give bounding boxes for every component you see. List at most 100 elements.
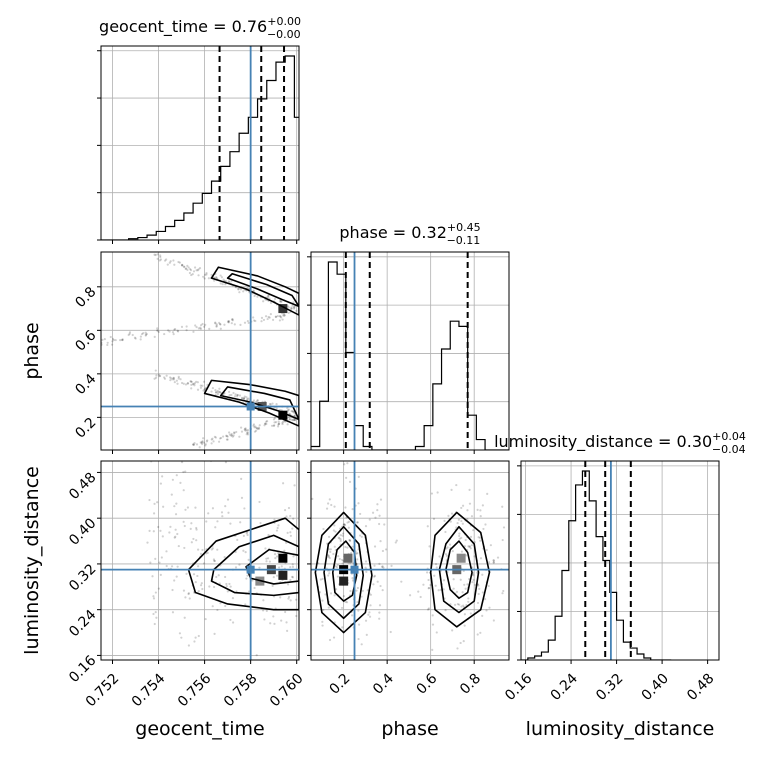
sample-point	[223, 323, 226, 326]
sample-point	[119, 339, 122, 342]
sample-point	[278, 315, 282, 318]
sample-point	[433, 574, 436, 577]
sample-point	[189, 269, 193, 272]
sample-point	[220, 436, 223, 440]
sample-point	[446, 546, 449, 549]
sample-point	[210, 273, 213, 277]
sample-point	[237, 287, 240, 290]
sample-point	[201, 587, 204, 591]
sample-point	[374, 516, 377, 519]
sample-point	[238, 435, 241, 438]
sample-point	[109, 335, 112, 339]
sample-point	[452, 587, 455, 590]
sample-point	[204, 323, 207, 327]
sample-point	[459, 641, 462, 645]
sample-point	[145, 332, 148, 336]
sample-point	[247, 429, 250, 432]
sample-point	[351, 614, 354, 617]
sample-point	[400, 580, 403, 583]
sample-point	[477, 536, 480, 539]
sample-point	[340, 558, 344, 561]
sample-point	[171, 331, 175, 334]
sample-point	[231, 319, 234, 322]
sample-point	[243, 321, 247, 324]
sample-point	[469, 535, 473, 538]
sample-point	[291, 576, 295, 579]
sample-point	[270, 424, 274, 427]
sample-point	[286, 406, 289, 410]
sample-point	[246, 533, 249, 537]
y-tick-label: 0.6	[72, 327, 99, 354]
sample-point	[445, 554, 449, 557]
sample-point	[187, 644, 190, 647]
sample-point	[154, 253, 157, 257]
sample-point	[161, 475, 164, 478]
title-minus: −0.00	[267, 28, 301, 41]
sample-point	[436, 491, 439, 494]
sample-point	[364, 619, 368, 622]
sample-point	[275, 555, 279, 558]
sample-point	[210, 390, 213, 393]
sample-point	[288, 412, 291, 415]
sample-point	[178, 632, 182, 635]
sample-point	[193, 382, 196, 385]
sample-point	[273, 518, 276, 521]
sample-point	[182, 589, 186, 592]
sample-point	[177, 375, 180, 378]
sample-point	[451, 629, 454, 632]
sample-point	[185, 325, 188, 328]
sample-point	[384, 548, 388, 551]
sample-point	[173, 536, 176, 539]
sample-point	[476, 508, 479, 512]
sample-point	[283, 509, 287, 512]
sample-point	[159, 573, 162, 576]
sample-point	[178, 261, 181, 264]
sample-point	[351, 545, 354, 548]
sample-point	[228, 280, 231, 284]
sample-point	[460, 536, 463, 539]
sample-point	[373, 545, 377, 548]
sample-point	[213, 435, 216, 438]
sample-point	[184, 383, 188, 386]
sample-point	[156, 329, 159, 332]
sample-point	[293, 484, 296, 487]
sample-point	[190, 380, 193, 384]
sample-point	[452, 578, 455, 581]
sample-point	[175, 502, 178, 505]
sample-point	[451, 549, 454, 553]
sample-point	[159, 529, 162, 532]
sample-point	[239, 323, 242, 326]
contour-line	[323, 525, 365, 620]
density-panel-phase-luminosity_distance	[310, 460, 510, 661]
sample-point	[202, 275, 205, 278]
sample-point	[332, 636, 336, 639]
sample-point	[197, 327, 200, 330]
sample-point	[272, 576, 275, 579]
sample-point	[343, 524, 347, 527]
sample-point	[222, 435, 225, 438]
contour-line	[314, 511, 373, 634]
sample-point	[256, 427, 259, 430]
sample-point	[335, 566, 339, 569]
sample-point	[246, 531, 249, 534]
sample-point	[229, 522, 232, 525]
sample-point	[336, 575, 339, 578]
sample-point	[333, 524, 336, 527]
y-axis-label-luminosity_distance: luminosity_distance	[21, 466, 43, 655]
sample-point	[376, 580, 379, 583]
sample-point	[283, 549, 286, 552]
sample-point	[464, 587, 467, 590]
sample-point	[328, 638, 332, 642]
sample-point	[156, 501, 159, 504]
x-axis-label-phase: phase	[381, 718, 438, 740]
sample-point	[165, 374, 168, 377]
sample-point	[215, 391, 218, 394]
sample-point	[293, 419, 297, 422]
contour-line	[438, 525, 480, 614]
sample-point	[256, 399, 259, 402]
sample-point	[263, 618, 266, 621]
sample-point	[228, 431, 231, 434]
sample-point	[258, 566, 261, 569]
sample-point	[157, 587, 160, 590]
sample-point	[242, 534, 245, 537]
